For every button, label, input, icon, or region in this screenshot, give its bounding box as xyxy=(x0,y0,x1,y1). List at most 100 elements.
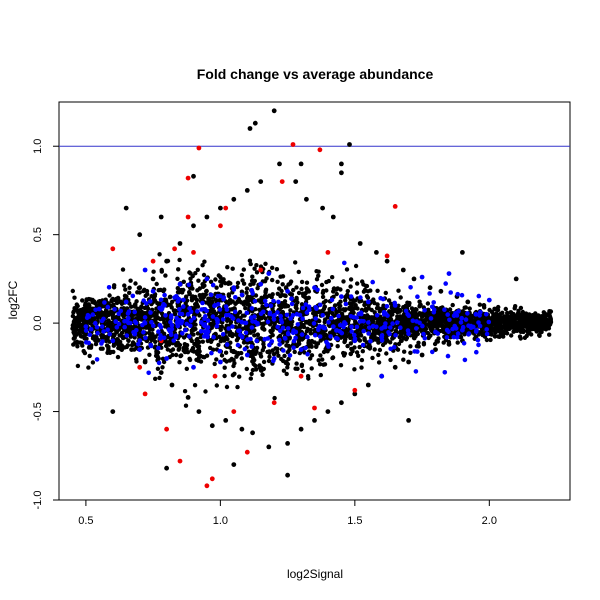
scatter-point-bg xyxy=(342,308,347,313)
scatter-point-bg xyxy=(274,267,280,272)
scatter-point-bg xyxy=(322,362,328,367)
scatter-point-bg xyxy=(86,302,92,307)
scatter-point-bg xyxy=(408,325,414,330)
scatter-point-black xyxy=(352,391,358,397)
scatter-point-bg xyxy=(73,307,78,313)
scatter-point-bg xyxy=(93,335,98,341)
scatter-point-bg xyxy=(402,327,407,333)
scatter-point-bg xyxy=(239,356,244,361)
scatter-point-bg xyxy=(428,326,433,332)
scatter-point-red xyxy=(392,204,398,209)
scatter-point-blue xyxy=(250,319,255,324)
scatter-point-bg xyxy=(504,331,510,336)
scatter-point-bg xyxy=(308,356,313,361)
scatter-point-bg xyxy=(293,260,298,265)
scatter-point-blue xyxy=(468,325,474,331)
scatter-point-blue xyxy=(313,316,319,321)
scatter-point-black xyxy=(123,205,129,211)
scatter-point-bg xyxy=(267,354,272,359)
scatter-point-blue xyxy=(313,305,319,310)
scatter-point-blue xyxy=(413,369,419,374)
scatter-point-bg xyxy=(435,339,440,344)
scatter-point-bg xyxy=(157,375,162,381)
scatter-point-blue xyxy=(262,336,268,342)
scatter-point-bg xyxy=(75,340,80,345)
scatter-point-bg xyxy=(248,282,253,287)
scatter-point-bg xyxy=(307,318,312,324)
scatter-point-bg xyxy=(368,288,373,293)
scatter-point-bg xyxy=(305,326,310,331)
scatter-point-blue xyxy=(156,345,161,351)
scatter-point-bg xyxy=(109,298,114,304)
scatter-point-blue xyxy=(431,307,437,313)
scatter-point-black xyxy=(384,258,390,264)
scatter-point-blue xyxy=(405,328,411,333)
scatter-point-bg xyxy=(336,301,341,307)
scatter-point-blue xyxy=(385,313,390,318)
scatter-point-bg xyxy=(360,349,365,354)
scatter-point-blue xyxy=(191,315,197,321)
scatter-point-red xyxy=(185,175,191,181)
scatter-point-bg xyxy=(225,265,230,270)
scatter-point-blue xyxy=(381,310,387,315)
scatter-point-blue xyxy=(187,306,192,311)
scatter-point-bg xyxy=(375,288,380,293)
scatter-point-bg xyxy=(348,284,353,289)
scatter-point-bg xyxy=(503,306,508,312)
scatter-point-bg xyxy=(435,319,440,324)
scatter-point-bg xyxy=(173,326,178,332)
scatter-point-blue xyxy=(199,307,204,312)
scatter-point-blue xyxy=(388,325,393,330)
scatter-point-blue xyxy=(205,333,210,338)
scatter-point-bg xyxy=(416,340,421,345)
scatter-point-blue xyxy=(366,331,371,336)
scatter-point-black xyxy=(258,179,264,185)
scatter-point-bg xyxy=(266,358,272,364)
scatter-point-blue xyxy=(137,347,143,352)
scatter-point-bg xyxy=(198,294,203,300)
y-tick-label: -1.0 xyxy=(32,491,44,510)
scatter-point-bg xyxy=(205,338,210,344)
scatter-point-bg xyxy=(248,330,253,335)
scatter-point-bg xyxy=(334,309,339,314)
scatter-point-blue xyxy=(244,310,250,316)
scatter-point-bg xyxy=(534,328,539,333)
scatter-point-blue xyxy=(311,321,317,326)
scatter-point-bg xyxy=(333,319,339,324)
scatter-point-red xyxy=(223,205,229,211)
scatter-point-bg xyxy=(145,306,151,311)
scatter-point-blue xyxy=(176,296,182,302)
scatter-point-blue xyxy=(239,334,245,340)
scatter-point-bg xyxy=(411,312,417,317)
scatter-point-black xyxy=(438,288,444,294)
scatter-point-blue xyxy=(99,324,105,329)
scatter-point-bg xyxy=(218,339,223,344)
scatter-point-bg xyxy=(253,363,258,368)
scatter-point-blue xyxy=(352,336,358,342)
scatter-point-blue xyxy=(422,308,427,313)
scatter-point-bg xyxy=(320,290,326,296)
scatter-point-bg xyxy=(279,288,284,294)
scatter-point-bg xyxy=(395,347,401,352)
scatter-point-blue xyxy=(214,323,220,329)
scatter-point-bg xyxy=(297,328,302,333)
scatter-point-bg xyxy=(280,282,285,287)
scatter-point-bg xyxy=(306,340,311,346)
scatter-point-blue xyxy=(205,325,211,330)
y-tick-label: 1.0 xyxy=(32,139,44,154)
scatter-point-bg xyxy=(504,327,509,332)
scatter-point-bg xyxy=(208,321,213,327)
scatter-point-blue xyxy=(275,310,280,315)
scatter-point-bg xyxy=(81,348,86,354)
scatter-point-blue xyxy=(157,305,162,311)
scatter-point-bg xyxy=(227,358,233,363)
scatter-point-bg xyxy=(296,269,301,275)
scatter-point-blue xyxy=(83,324,89,329)
x-tick-label: 1.0 xyxy=(213,515,228,527)
scatter-point-blue xyxy=(453,326,459,331)
scatter-point-blue xyxy=(446,271,452,276)
scatter-point-blue xyxy=(370,323,376,329)
scatter-point-bg xyxy=(324,288,329,293)
scatter-point-bg xyxy=(345,343,350,349)
scatter-point-bg xyxy=(76,310,82,315)
